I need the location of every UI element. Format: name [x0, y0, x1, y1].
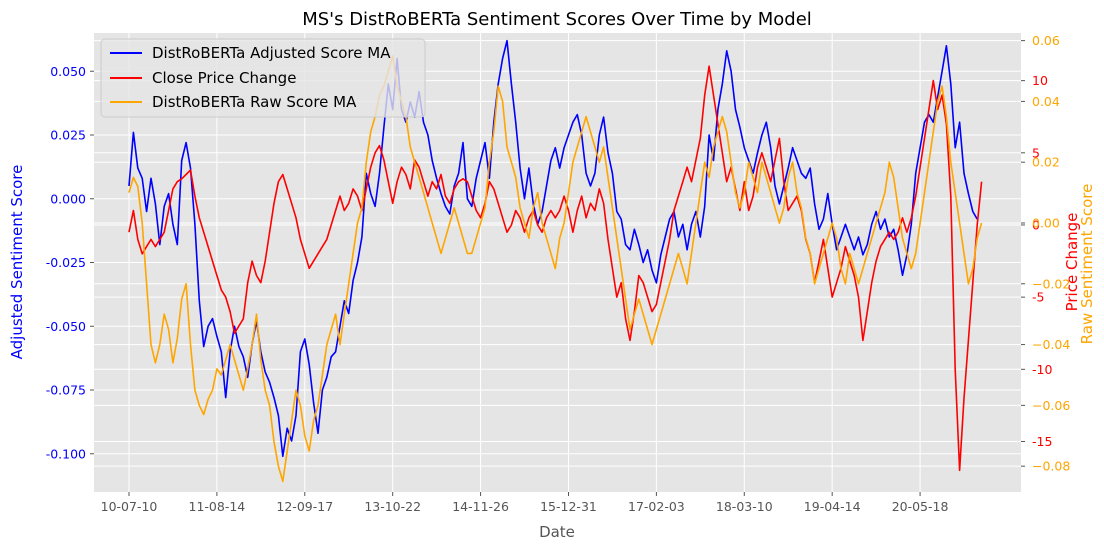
legend-box — [100, 38, 426, 118]
price-axis-label: Price Change — [1063, 213, 1081, 312]
series-line-left — [128, 39, 978, 458]
left-axis-tick-label: -0.025 — [46, 255, 86, 270]
x-tick-label: 20-05-18 — [892, 499, 949, 514]
raw-axis-tick-label: 0.02 — [1032, 155, 1060, 170]
left-axis-tick-label: 0.025 — [50, 128, 86, 143]
legend-label-adjusted: DistRoBERTa Adjusted Score MA — [152, 44, 391, 62]
raw-axis-tick-label: 0.00 — [1032, 215, 1060, 230]
left-axis-tick-label: 0.000 — [50, 191, 86, 206]
left-axis-tick-label: 0.050 — [50, 64, 86, 79]
raw-axis-label: Raw Sentiment Score — [1078, 184, 1096, 345]
x-tick-label: 12-09-17 — [276, 499, 333, 514]
x-tick-label: 17-02-03 — [628, 499, 685, 514]
price-axis-tick-label: 10 — [1032, 73, 1048, 88]
raw-axis-ticks: 0.06 0.04 0.02 0.00 −0.02 −0.04 −0.06 −0.08 — [1021, 33, 1070, 474]
left-axis-tick-label: -0.100 — [46, 446, 86, 461]
price-axis-tick-label: -5 — [1032, 290, 1044, 305]
x-tick-label: 13-10-22 — [364, 499, 421, 514]
raw-axis-tick-label: −0.06 — [1032, 398, 1070, 413]
series-layer — [128, 39, 983, 483]
chart-title: MS's DistRoBERTa Sentiment Scores Over T… — [302, 9, 812, 30]
left-axis-tick-label: -0.075 — [46, 383, 86, 398]
legend-label-raw: DistRoBERTa Raw Score MA — [152, 93, 357, 111]
series-line-right-price — [128, 65, 983, 472]
x-tick-label: 15-12-31 — [540, 499, 597, 514]
x-tick-label: 10-07-10 — [101, 499, 158, 514]
price-axis-tick-label: 0 — [1032, 217, 1040, 232]
left-axis-tick-label: -0.050 — [46, 319, 86, 334]
x-tick-label: 14-11-26 — [452, 499, 509, 514]
raw-axis-tick-label: 0.06 — [1032, 33, 1060, 48]
raw-axis-tick-label: 0.04 — [1032, 94, 1060, 109]
price-axis-tick-label: 5 — [1032, 145, 1040, 160]
x-tick-label: 11-08-14 — [189, 499, 246, 514]
legend: DistRoBERTa Adjusted Score MA Close Pric… — [100, 38, 426, 118]
x-tick-label: 18-03-10 — [716, 499, 773, 514]
price-axis-tick-label: -15 — [1032, 434, 1052, 449]
raw-axis-tick-label: −0.08 — [1032, 459, 1070, 474]
x-tick-label: 19-04-14 — [804, 499, 861, 514]
raw-axis-tick-label: −0.04 — [1032, 337, 1070, 352]
price-axis-tick-label: -10 — [1032, 362, 1052, 377]
left-axis-label: Adjusted Sentiment Score — [8, 165, 26, 360]
x-axis-label: Date — [539, 523, 575, 541]
legend-label-price: Close Price Change — [152, 69, 296, 87]
left-axis-ticks: 0.050 0.025 0.000 -0.025 -0.050 -0.075 -0.100 — [46, 64, 94, 461]
price-axis-ticks: 10 5 0 -5 -10 -15 — [1021, 73, 1052, 449]
raw-axis-tick-label: −0.02 — [1032, 276, 1070, 291]
x-axis-ticks: 10-07-10 11-08-14 12-09-17 13-10-22 14-11-26… — [101, 492, 949, 514]
series-line-right-raw — [128, 55, 983, 483]
